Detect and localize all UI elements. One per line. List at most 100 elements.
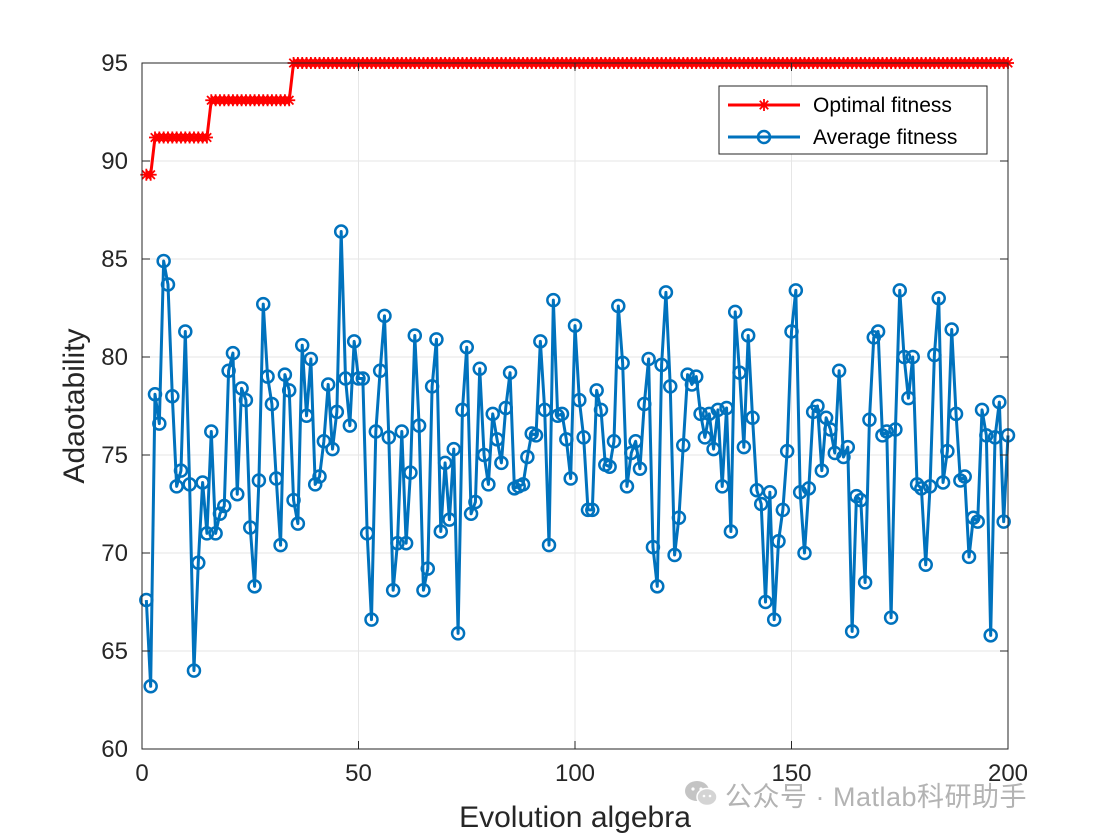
average-fitness-point <box>663 379 678 394</box>
average-fitness-point <box>641 351 656 367</box>
average-fitness-point <box>528 428 544 443</box>
legend-marker-optimal <box>758 99 770 111</box>
average-fitness-point <box>701 406 717 422</box>
average-fitness-point <box>221 363 236 378</box>
x-tick-label: 150 <box>771 760 811 787</box>
average-fitness-point <box>615 355 630 371</box>
average-fitness-point <box>779 443 795 459</box>
average-fitness-point <box>650 579 665 594</box>
average-fitness-point <box>385 582 401 598</box>
average-fitness-point <box>572 392 587 408</box>
average-fitness-point <box>905 349 920 365</box>
average-fitness-point <box>957 469 972 484</box>
average-fitness-point <box>801 481 817 496</box>
average-fitness-point <box>152 416 167 431</box>
average-fitness-point <box>437 455 453 471</box>
average-fitness-point <box>784 324 799 339</box>
average-fitness-point <box>979 428 994 443</box>
average-fitness-point <box>658 285 674 300</box>
average-fitness-point <box>745 410 760 426</box>
average-fitness-point <box>325 441 340 457</box>
average-fitness-point <box>520 449 535 465</box>
average-fitness-point <box>398 535 414 551</box>
average-fitness-point <box>727 304 743 320</box>
average-fitness-point <box>719 400 734 416</box>
average-fitness-point <box>217 498 232 514</box>
average-fitness-point <box>195 475 210 490</box>
y-tick-label: 65 <box>101 638 128 665</box>
average-fitness-point <box>927 347 942 363</box>
average-fitness-point <box>870 324 886 339</box>
average-fitness-point <box>853 492 869 508</box>
average-fitness-point <box>740 328 756 343</box>
average-fitness-point <box>576 430 591 445</box>
average-fitness-point <box>645 539 661 555</box>
average-fitness-point <box>797 545 812 561</box>
average-fitness-point <box>329 404 345 420</box>
average-fitness-point <box>403 465 418 480</box>
average-fitness-point <box>273 537 288 553</box>
average-fitness-point <box>243 520 258 535</box>
average-fitness-point <box>611 298 626 314</box>
average-fitness-point <box>606 434 622 449</box>
average-fitness-point <box>827 445 843 461</box>
average-fitness-point <box>204 424 219 439</box>
average-fitness-point <box>901 390 916 406</box>
average-fitness-line <box>144 230 1010 688</box>
average-fitness-point <box>260 369 275 384</box>
average-fitness-point <box>342 418 358 433</box>
average-fitness-point <box>732 365 747 380</box>
average-fitness-point <box>251 473 267 488</box>
average-fitness-point <box>299 408 314 424</box>
x-tick-label: 0 <box>135 760 148 787</box>
x-tick-label: 100 <box>555 760 595 787</box>
average-fitness-point <box>433 524 449 539</box>
average-fitness-point <box>294 337 310 353</box>
legend-label-average: Average fitness <box>813 126 957 149</box>
x-axis-label: Evolution algebra <box>459 801 691 834</box>
legend: Optimal fitness Average fitness <box>718 85 988 155</box>
average-fitness-point <box>736 439 752 455</box>
y-tick-label: 90 <box>101 148 128 175</box>
average-fitness-point <box>831 363 847 378</box>
average-fitness-point <box>247 579 262 594</box>
average-fitness-point <box>580 502 596 518</box>
average-fitness-point <box>173 463 189 478</box>
average-fitness-point <box>888 422 903 437</box>
y-tick-label: 70 <box>101 540 128 567</box>
average-fitness-point <box>485 406 500 422</box>
average-fitness-point <box>286 492 301 508</box>
average-fitness-point <box>182 477 197 492</box>
average-fitness-point <box>857 575 873 590</box>
average-fitness-point <box>879 424 895 439</box>
average-fitness-point <box>918 557 933 573</box>
average-fitness-point <box>766 612 782 627</box>
average-fitness-point <box>637 396 652 412</box>
average-fitness-point <box>533 334 548 349</box>
wechat-icon <box>685 781 718 807</box>
average-fitness-point <box>654 357 669 373</box>
average-fitness-point <box>844 624 860 639</box>
average-fitness-point <box>676 437 691 453</box>
average-fitness-point <box>420 561 436 576</box>
average-fitness-point <box>424 379 440 394</box>
legend-label-optimal: Optimal fitness <box>813 94 952 117</box>
average-fitness-point <box>186 663 202 678</box>
average-fitness-point <box>749 483 765 498</box>
average-fitness-point <box>377 308 392 324</box>
average-fitness-point <box>775 502 791 518</box>
average-fitness-point <box>814 463 830 478</box>
y-tick-label: 60 <box>101 736 128 763</box>
average-fitness-point <box>554 406 570 422</box>
average-fitness-point <box>165 388 180 404</box>
average-fitness-point <box>264 396 280 412</box>
optimal-fitness-point <box>200 131 213 144</box>
average-fitness-point <box>996 514 1011 529</box>
average-fitness-point <box>178 324 193 339</box>
average-fitness-point <box>840 439 856 455</box>
average-fitness-point <box>948 406 964 422</box>
average-fitness-point <box>944 322 959 337</box>
average-fitness-point <box>230 486 245 502</box>
average-fitness-point <box>372 363 388 378</box>
